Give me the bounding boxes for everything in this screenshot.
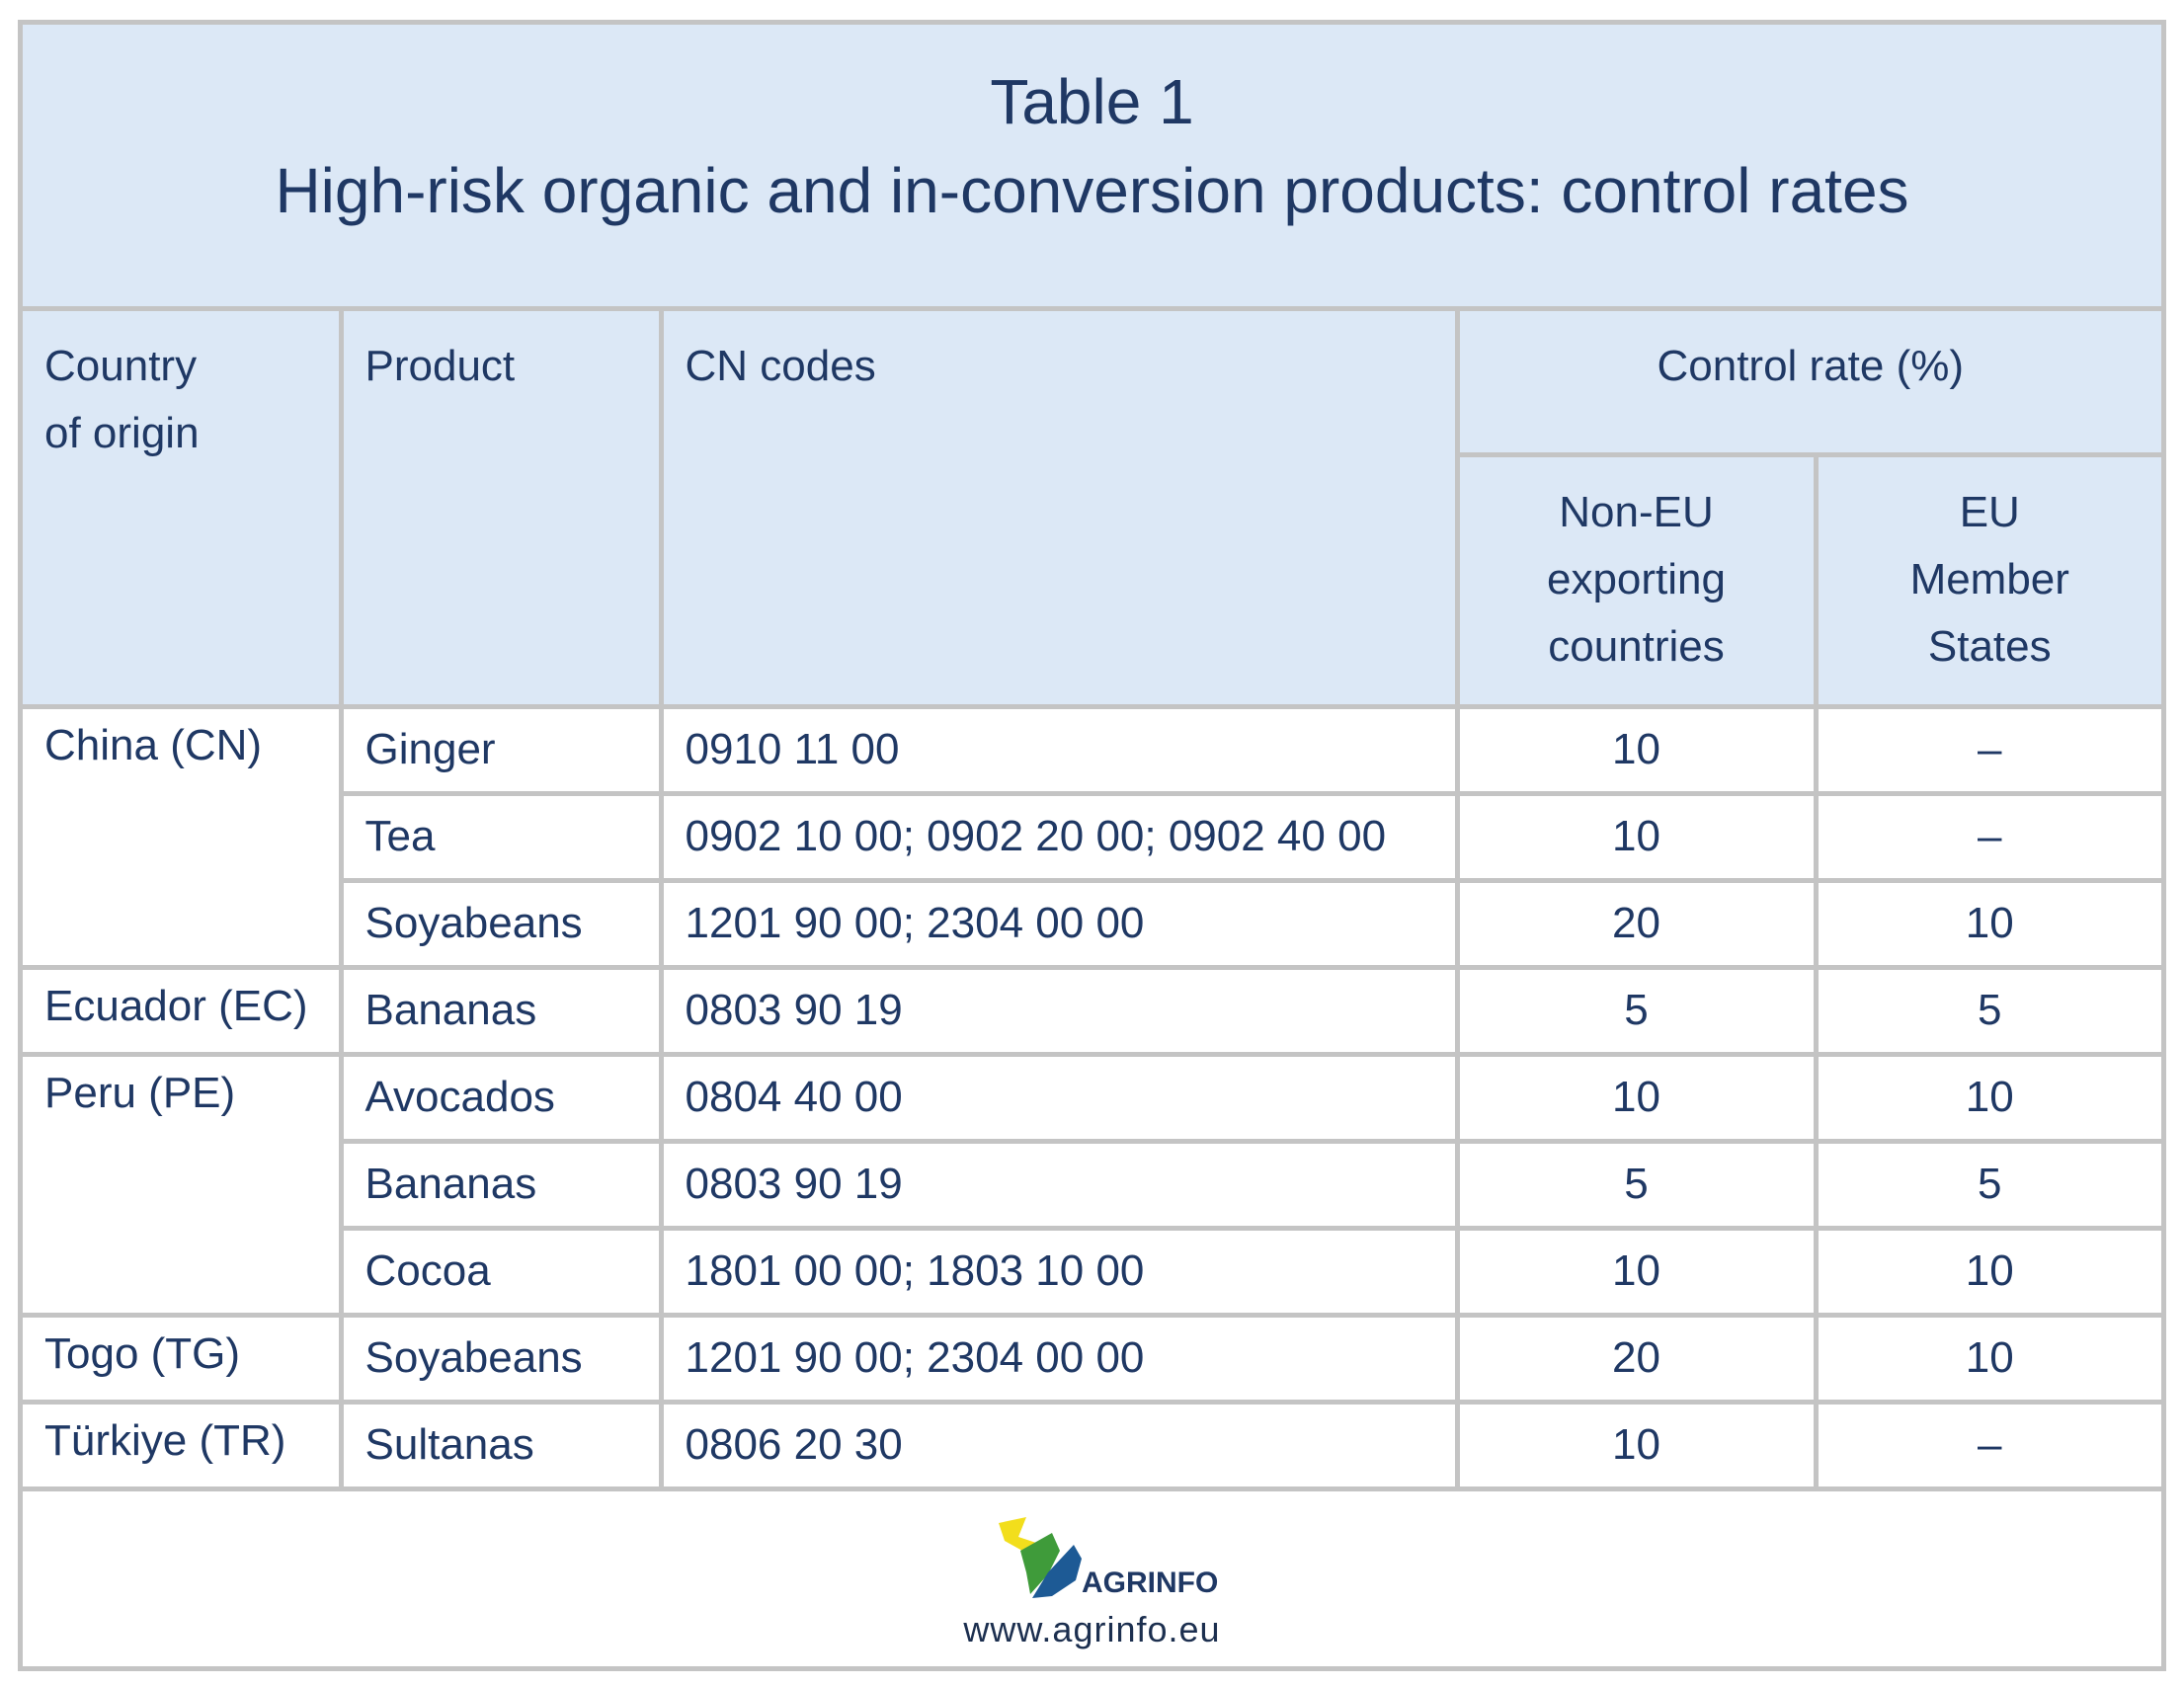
header-non-eu-line3: countries <box>1548 621 1725 671</box>
cn-codes-cell: 0806 20 30 <box>658 1399 1460 1491</box>
eu-rate-cell: 5 <box>1813 964 2162 1057</box>
table-frame: Table 1 High-risk organic and in-convers… <box>18 20 2166 1671</box>
header-eu-line1: EU <box>1959 487 2020 536</box>
website-url: www.agrinfo.eu <box>963 1609 1221 1649</box>
table-number: Table 1 <box>990 66 1194 137</box>
logo-yellow-shape <box>999 1517 1042 1551</box>
table-row: Tea 0902 10 00; 0902 20 00; 0902 40 00 1… <box>23 790 2162 883</box>
non-eu-rate-cell: 5 <box>1454 1138 1819 1231</box>
header-non-eu-line2: exporting <box>1546 554 1726 603</box>
eu-rate-cell: – <box>1813 703 2162 796</box>
table-title: High-risk organic and in-conversion prod… <box>275 155 1909 226</box>
product-cell: Tea <box>341 790 664 883</box>
eu-rate-cell: 10 <box>1813 1312 2162 1405</box>
cn-codes-cell: 0803 90 19 <box>658 1138 1460 1231</box>
non-eu-rate-cell: 10 <box>1454 703 1819 796</box>
non-eu-rate-cell: 20 <box>1454 1312 1819 1405</box>
logo-wordmark: AGRINFO <box>1082 1566 1218 1599</box>
product-cell: Bananas <box>338 964 664 1057</box>
agrinfo-logo: AGRINFO <box>999 1517 1218 1599</box>
product-cell: Cocoa <box>341 1225 664 1318</box>
eu-rate-cell: – <box>1813 790 2162 883</box>
table-row: Türkiye (TR) Sultanas 0806 20 30 10 – <box>23 1399 2162 1491</box>
logo-green-shape <box>1020 1533 1060 1594</box>
table-row: Togo (TG) Soyabeans 1201 90 00; 2304 00 … <box>23 1312 2162 1405</box>
header-non-eu-line1: Non-EU <box>1559 487 1714 536</box>
country-cell: Ecuador (EC) <box>23 964 344 1057</box>
product-cell: Ginger <box>338 703 664 796</box>
table-row: Soyabeans 1201 90 00; 2304 00 00 20 10 <box>23 877 2162 970</box>
header-country-line2: of origin <box>44 409 200 457</box>
non-eu-rate-cell: 10 <box>1454 1051 1819 1144</box>
eu-rate-cell: 10 <box>1813 877 2162 970</box>
eu-rate-cell: 10 <box>1813 1051 2162 1144</box>
logo-blue-shape <box>1032 1545 1082 1598</box>
country-cell: Peru (PE) <box>23 1051 344 1318</box>
table-row: Bananas 0803 90 19 5 5 <box>23 1138 2162 1231</box>
country-cell: China (CN) <box>23 703 344 970</box>
control-rates-table: Country of origin Product CN codes Contr… <box>23 311 2162 1491</box>
non-eu-rate-cell: 5 <box>1454 964 1819 1057</box>
product-cell: Soyabeans <box>341 877 664 970</box>
table-row: Cocoa 1801 00 00; 1803 10 00 10 10 <box>23 1225 2162 1318</box>
non-eu-rate-cell: 10 <box>1454 1399 1819 1491</box>
table-row: Peru (PE) Avocados 0804 40 00 10 10 <box>23 1051 2162 1318</box>
header-control-rate: Control rate (%) <box>1454 311 2162 457</box>
header-country-of-origin: Country of origin <box>23 311 344 709</box>
cn-codes-cell: 1201 90 00; 2304 00 00 <box>658 1312 1460 1405</box>
non-eu-rate-cell: 10 <box>1454 1225 1819 1318</box>
product-cell: Soyabeans <box>338 1312 664 1405</box>
eu-rate-cell: 5 <box>1813 1138 2162 1231</box>
product-cell: Sultanas <box>338 1399 664 1491</box>
eu-rate-cell: 10 <box>1813 1225 2162 1318</box>
eu-rate-cell: – <box>1813 1399 2162 1491</box>
header-cn-codes: CN codes <box>658 311 1460 709</box>
header-country-line1: Country <box>44 342 198 390</box>
cn-codes-cell: 0803 90 19 <box>658 964 1460 1057</box>
product-cell: Bananas <box>341 1138 664 1231</box>
country-cell: Togo (TG) <box>23 1312 344 1405</box>
table-row: China (CN) Ginger 0910 11 00 10 – <box>23 703 2162 970</box>
cn-codes-cell: 1801 00 00; 1803 10 00 <box>658 1225 1460 1318</box>
cn-codes-cell: 1201 90 00; 2304 00 00 <box>658 877 1460 970</box>
header-row: Country of origin Product CN codes Contr… <box>23 311 2162 709</box>
table-row: Ecuador (EC) Bananas 0803 90 19 5 5 <box>23 964 2162 1057</box>
subheader-row: Non-EU exporting countries EU Member Sta… <box>23 451 2162 709</box>
country-cell: Türkiye (TR) <box>23 1399 344 1491</box>
non-eu-rate-cell: 20 <box>1454 877 1819 970</box>
non-eu-rate-cell: 10 <box>1454 790 1819 883</box>
header-eu-member-states: EU Member States <box>1813 451 2162 709</box>
footer: AGRINFO www.agrinfo.eu <box>23 1491 2161 1666</box>
header-eu-line3: States <box>1927 621 2052 671</box>
product-cell: Avocados <box>338 1051 664 1144</box>
header-non-eu-exporting-countries: Non-EU exporting countries <box>1457 451 1819 709</box>
header-eu-line2: Member <box>1909 554 2069 603</box>
cn-codes-cell: 0902 10 00; 0902 20 00; 0902 40 00 <box>658 790 1460 883</box>
title-band: Table 1 High-risk organic and in-convers… <box>23 25 2161 311</box>
header-product: Product <box>338 311 664 709</box>
cn-codes-cell: 0910 11 00 <box>658 703 1460 796</box>
cn-codes-cell: 0804 40 00 <box>658 1051 1460 1144</box>
